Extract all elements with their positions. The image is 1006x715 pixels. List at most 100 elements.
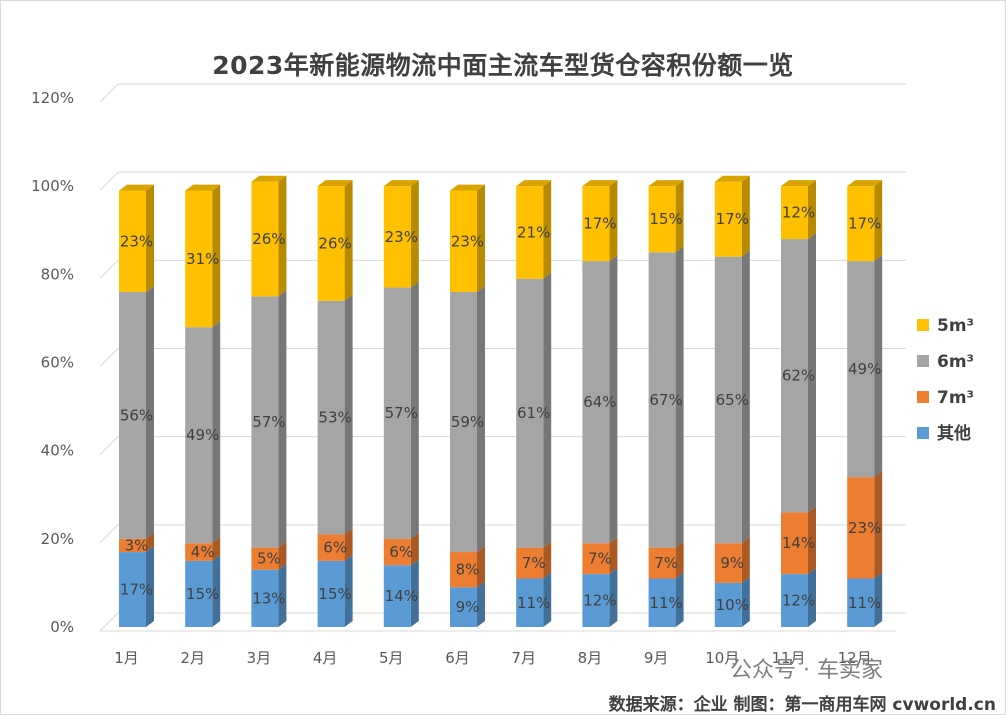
bar-front [648,547,676,579]
bar-front [450,291,477,553]
data-label: 11% [517,594,550,612]
bar-side [477,581,485,627]
bar-segment-6m³ [714,250,750,544]
data-label: 59% [451,413,484,431]
bar-front [119,552,146,627]
bar-side [675,572,684,627]
bar-front [119,190,146,292]
bar-segment-6m³ [516,272,552,548]
bar-segment-5m³ [516,180,552,279]
bar-top [582,180,618,187]
data-label: 64% [583,393,616,411]
data-label: 9% [720,554,744,572]
bar-front [781,239,808,513]
bar-side [212,554,221,627]
bar-front [185,327,213,544]
bar-side [278,541,287,570]
bar-top [317,180,353,187]
bar-front [714,256,742,544]
x-tick-label: 11月 [771,649,805,667]
data-label: 17% [120,581,153,599]
data-label: 53% [318,409,351,427]
bar-front [582,186,610,262]
y-tick-label: 40% [41,442,74,460]
bar-front [119,538,146,553]
bar-segment-7m³ [185,537,221,561]
bar-side [808,506,816,575]
data-label: 21% [517,223,550,241]
bar-segment-5m³ [317,180,353,301]
bar-side [410,180,419,288]
bar-segment-6m³ [317,294,353,535]
bar-segment-7m³ [714,537,750,583]
bar-side [874,572,883,627]
watermark-text: 公众号 · 车卖家 [730,658,883,683]
bar-side [212,537,221,561]
bar-segment-5m³ [383,180,419,288]
bar-top [714,175,750,182]
legend-label: 6m³ [937,352,974,372]
bar-segment-6m³ [251,290,287,548]
bar-side [741,250,750,544]
bar-segment-其他 [317,554,353,627]
x-tick-label: 3月 [247,649,272,667]
bar-side [675,541,684,579]
x-tick-label: 1月 [114,649,139,667]
bar-top [781,180,816,187]
bar-side [477,285,485,553]
gridline-diagonal [99,348,119,367]
bar-segment-5m³ [648,180,684,253]
gridline-diagonal [99,436,119,456]
bar-front [317,186,345,301]
bar-front [847,477,875,579]
bar-segment-7m³ [317,528,353,561]
bar-segment-5m³ [251,175,287,297]
bar-front [119,291,146,539]
data-label: 14% [385,587,418,605]
bar-side [278,290,287,548]
bar-front [648,186,676,253]
bar-front [516,186,544,279]
data-label: 4% [191,543,215,561]
bar-top [847,180,883,187]
bar-front [582,543,610,575]
bar-side [741,175,750,257]
bar-front [251,569,279,627]
bar-front [847,578,875,627]
legend-swatch [917,319,929,331]
x-tick-label: 4月 [313,649,338,667]
gridline-diagonal [99,259,119,279]
bar-front [450,190,477,292]
bar-segment-6m³ [781,233,816,513]
bar-segment-其他 [847,572,883,627]
data-label: 65% [716,391,749,409]
data-label: 6% [323,539,347,557]
bar-side [344,294,353,535]
x-tick-label: 5月 [379,649,404,667]
data-label: 6% [389,543,413,561]
bar-segment-5m³ [847,180,883,262]
bar-segment-5m³ [781,180,816,240]
data-label: 26% [252,230,285,248]
bar-side [477,184,485,292]
bar-top [251,175,287,182]
data-label: 62% [782,367,815,385]
bar-front [317,560,345,627]
bar-segment-其他 [781,568,816,627]
bar-segment-其他 [450,581,485,627]
legend-swatch [917,427,929,439]
x-tick-label: 10月 [705,649,739,667]
bar-segment-其他 [251,563,287,627]
bar-segment-其他 [582,568,618,627]
x-tick-label: 6月 [445,649,470,667]
data-label: 67% [649,391,682,409]
bar-segment-7m³ [383,532,419,566]
bar-segment-6m³ [847,255,883,478]
bar-side [675,246,684,548]
data-label: 49% [848,360,881,378]
data-label: 57% [385,404,418,422]
bar-side [609,255,618,544]
legend-label: 5m³ [937,316,974,336]
data-label: 12% [782,592,815,610]
